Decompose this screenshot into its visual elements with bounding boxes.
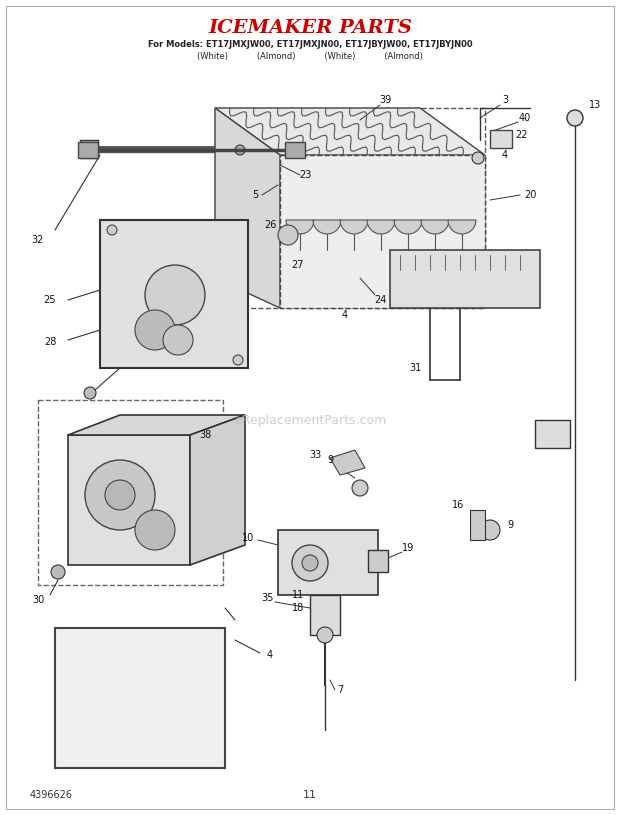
Text: 9: 9 <box>327 455 333 465</box>
Text: (White)           (Almond)           (White)           (Almond): (White) (Almond) (White) (Almond) <box>197 51 423 60</box>
Bar <box>300 140 318 158</box>
Text: 7: 7 <box>337 685 343 695</box>
Bar <box>490 130 512 148</box>
Text: 13: 13 <box>589 100 601 110</box>
Text: 35: 35 <box>262 593 274 603</box>
Circle shape <box>85 460 155 530</box>
Text: 25: 25 <box>44 295 56 305</box>
Text: 23: 23 <box>299 170 311 180</box>
Bar <box>215 108 485 308</box>
Text: 33: 33 <box>309 450 321 460</box>
Bar <box>368 550 388 572</box>
Circle shape <box>107 225 117 235</box>
Circle shape <box>317 627 333 643</box>
Text: 22: 22 <box>516 130 528 140</box>
Bar <box>100 220 248 368</box>
Text: 31: 31 <box>409 363 421 373</box>
Circle shape <box>302 555 318 571</box>
Circle shape <box>145 265 205 325</box>
Polygon shape <box>215 108 280 308</box>
Text: 18: 18 <box>292 603 304 613</box>
Bar <box>78 142 98 158</box>
Text: 40: 40 <box>519 113 531 123</box>
Circle shape <box>135 310 175 350</box>
Wedge shape <box>394 220 422 234</box>
Polygon shape <box>280 155 485 308</box>
Text: 4: 4 <box>342 310 348 320</box>
Text: 26: 26 <box>264 220 276 230</box>
Circle shape <box>292 545 328 581</box>
Circle shape <box>84 387 96 399</box>
Wedge shape <box>421 220 449 234</box>
Bar <box>278 530 378 595</box>
Text: 4396626: 4396626 <box>30 790 73 800</box>
Text: 38: 38 <box>199 430 211 440</box>
Circle shape <box>352 480 368 496</box>
Bar <box>470 510 485 540</box>
Wedge shape <box>313 220 341 234</box>
Bar <box>535 420 570 448</box>
Text: eReplacementParts.com: eReplacementParts.com <box>234 413 386 426</box>
Text: 3: 3 <box>502 95 508 105</box>
Circle shape <box>567 110 583 126</box>
Polygon shape <box>68 435 190 565</box>
Wedge shape <box>340 220 368 234</box>
Wedge shape <box>448 220 476 234</box>
Text: 5: 5 <box>252 190 258 200</box>
Circle shape <box>472 152 484 164</box>
Bar <box>38 400 223 585</box>
Circle shape <box>235 145 245 155</box>
Polygon shape <box>215 108 485 155</box>
Polygon shape <box>330 450 365 475</box>
Text: For Models: ET17JMXJW00, ET17JMXJN00, ET17JBYJW00, ET17JBYJN00: For Models: ET17JMXJW00, ET17JMXJN00, ET… <box>148 39 472 49</box>
Text: 11: 11 <box>303 790 317 800</box>
Text: 39: 39 <box>379 95 391 105</box>
Wedge shape <box>286 220 314 234</box>
Text: 16: 16 <box>452 500 464 510</box>
Text: 4: 4 <box>502 150 508 160</box>
Text: 11: 11 <box>292 590 304 600</box>
Text: ICEMAKER PARTS: ICEMAKER PARTS <box>208 19 412 37</box>
Polygon shape <box>190 415 245 565</box>
Wedge shape <box>367 220 395 234</box>
Circle shape <box>51 565 65 579</box>
Text: 30: 30 <box>32 595 44 605</box>
Bar <box>55 628 225 768</box>
Bar <box>310 595 340 635</box>
Bar <box>80 140 98 158</box>
Circle shape <box>135 510 175 550</box>
Circle shape <box>480 520 500 540</box>
Text: 4: 4 <box>267 650 273 660</box>
Bar <box>285 142 305 158</box>
Text: 32: 32 <box>32 235 44 245</box>
Polygon shape <box>68 415 245 435</box>
Text: 24: 24 <box>374 295 386 305</box>
Text: 20: 20 <box>524 190 536 200</box>
Text: 9: 9 <box>507 520 513 530</box>
Circle shape <box>233 355 243 365</box>
Text: 10: 10 <box>242 533 254 543</box>
Circle shape <box>105 480 135 510</box>
Circle shape <box>163 325 193 355</box>
Circle shape <box>278 225 298 245</box>
Text: 27: 27 <box>292 260 304 270</box>
Text: 19: 19 <box>402 543 414 553</box>
Text: 28: 28 <box>44 337 56 347</box>
Polygon shape <box>390 250 540 308</box>
